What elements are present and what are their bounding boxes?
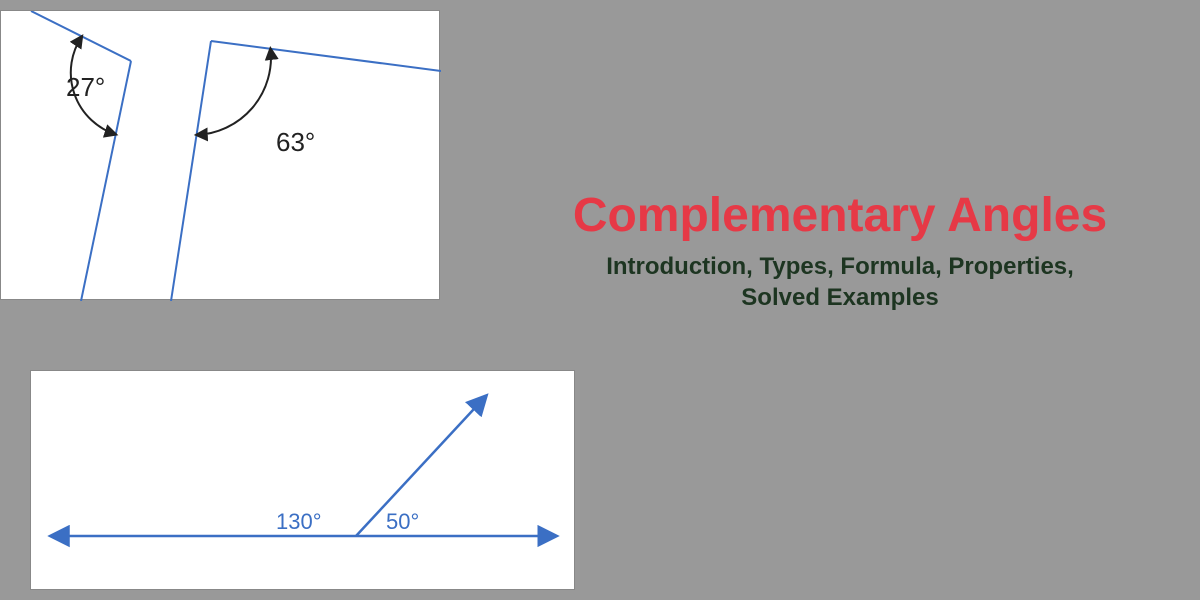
page-subtitle: Introduction, Types, Formula, Properties…: [490, 251, 1190, 313]
angle-value: 130°: [276, 509, 322, 534]
angle-diagram-bottom: 130° 50°: [30, 370, 575, 590]
angle-value: 50°: [386, 509, 419, 534]
page-title: Complementary Angles: [490, 190, 1190, 243]
title-block: Complementary Angles Introduction, Types…: [490, 190, 1190, 313]
angle-label: 27°: [66, 72, 105, 102]
angle-label: 63°: [276, 127, 315, 157]
angle-diagram-top: 27° 63°: [0, 10, 440, 300]
